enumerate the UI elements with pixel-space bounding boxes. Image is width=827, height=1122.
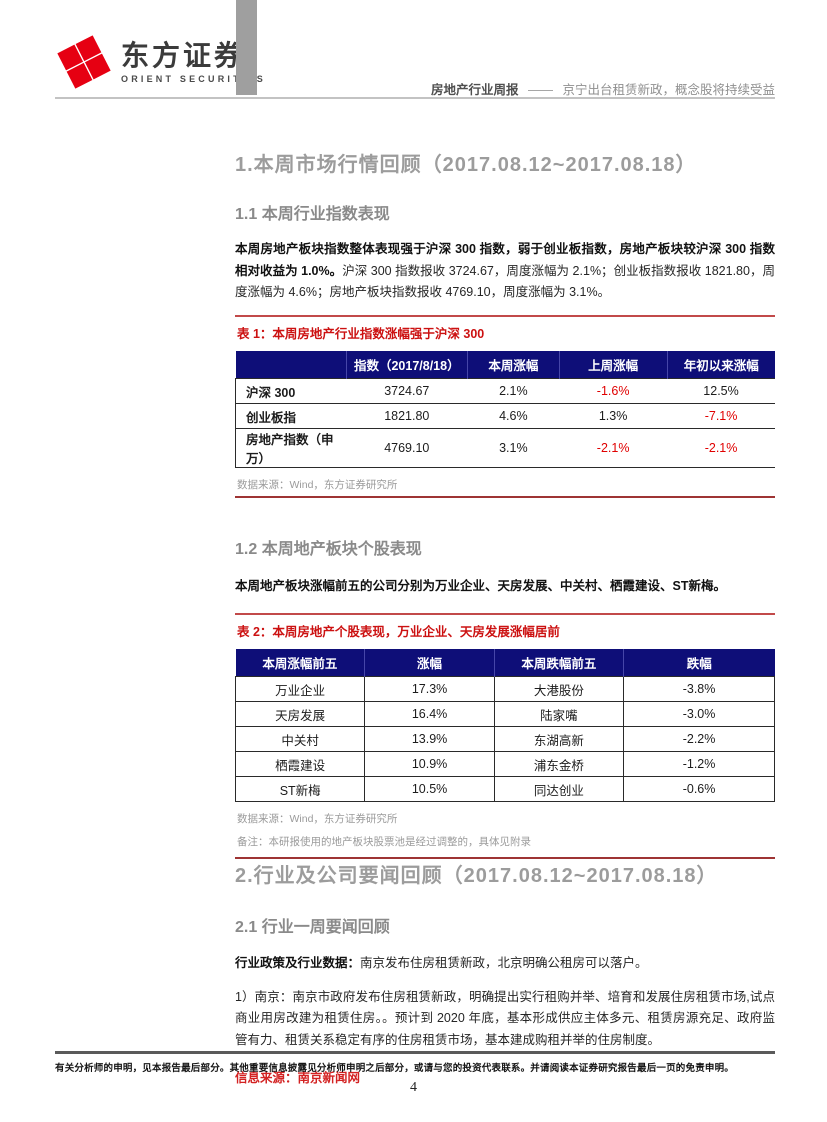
cell-value: 3724.67 — [384, 384, 430, 398]
header-divider — [55, 97, 775, 99]
table1-caption: 表 1：本周房地产行业指数涨幅强于沪深 300 — [237, 326, 485, 341]
table1-header-week: 本周涨幅 — [466, 350, 560, 379]
cell-value: 2.1% — [499, 384, 528, 398]
cell-value: 1821.80 — [384, 409, 430, 423]
orient-securities-pinwheel-icon — [57, 35, 111, 89]
stock-table: 本周涨幅前五 涨幅 本周跌幅前五 跌幅 万业企业 17.3% 大港股份 -3.8… — [234, 648, 775, 802]
table2-header-loss: 跌幅 — [623, 648, 775, 677]
row-label: 创业板指 — [235, 403, 347, 429]
cell-value: -2.1% — [704, 441, 738, 455]
paragraph-rest: 沪深 300 指数报收 3724.67，周度涨幅为 2.1%；创业板指数报收 1… — [235, 263, 775, 300]
gainer-value: 10.9% — [364, 751, 495, 777]
gainer-name: 栖霞建设 — [234, 751, 366, 777]
table1-source: 数据来源：Wind，东方证券研究所 — [237, 479, 398, 491]
paragraph-bold-lead: 本周房地产板块指数整体表现强于沪深 300 指数，弱于创业板指数，房地产板块较沪… — [235, 242, 775, 278]
gainer-value: 17.3% — [364, 676, 495, 702]
loser-value: -2.2% — [623, 726, 775, 752]
logo-text: 东方证券 ORIENT SECURITIES — [121, 39, 266, 84]
table-row: 沪深 300 3724.67 2.1% -1.6% 12.5% — [235, 378, 775, 404]
table-row: ST新梅 10.5% 同达创业 -0.6% — [234, 776, 775, 802]
section1-1-title: 1.1 本周行业指数表现 — [235, 206, 390, 223]
row-label: 沪深 300 — [235, 378, 347, 404]
cell-value: 3.1% — [499, 441, 528, 455]
table2-block: 表 2：本周房地产个股表现，万业企业、天房发展涨幅居前 本周涨幅前五 涨幅 本周… — [234, 612, 775, 859]
table1-header-index: 指数（2017/8/18） — [345, 350, 468, 379]
table-row: 万业企业 17.3% 大港股份 -3.8% — [234, 676, 775, 702]
table-row: 创业板指 1821.80 4.6% 1.3% -7.1% — [235, 403, 775, 429]
loser-name: 大港股份 — [493, 676, 625, 702]
index-table: 指数（2017/8/18） 本周涨幅 上周涨幅 年初以来涨幅 沪深 300 37… — [235, 350, 775, 469]
paragraph-bold: 本周地产板块涨幅前五的公司分别为万业企业、天房发展、中关村、栖霞建设、ST新梅。 — [235, 579, 726, 593]
cell-value: -1.6% — [596, 384, 630, 398]
policy-lead-bold: 行业政策及行业数据： — [235, 956, 361, 970]
table1-block: 表 1：本周房地产行业指数涨幅强于沪深 300 指数（2017/8/18） 本周… — [235, 314, 775, 498]
footer-disclaimer: 有关分析师的申明，见本报告最后部分。其他重要信息披露见分析师申明之后部分，或请与… — [55, 1063, 735, 1074]
cell-value: 1.3% — [598, 409, 628, 423]
report-header-meta: 房地产行业周报 —— 京宁出台租赁新政，概念股将持续受益 — [431, 79, 775, 98]
table1-header-ytd: 年初以来涨幅 — [666, 350, 775, 379]
report-type-label: 房地产行业周报 — [431, 83, 519, 97]
gainer-name: 中关村 — [234, 726, 366, 752]
table-row: 天房发展 16.4% 陆家嘴 -3.0% — [234, 701, 775, 727]
table2-header-topgainers: 本周涨幅前五 — [235, 648, 365, 677]
gainer-name: 万业企业 — [234, 676, 366, 702]
logo-name-cn: 东方证券 — [121, 39, 246, 71]
loser-name: 东湖高新 — [493, 726, 625, 752]
news-source: 信息来源：南京新闻网 — [235, 1071, 361, 1085]
report-body: 1.本周市场行情回顾（2017.08.12~2017.08.18） 1.1 本周… — [234, 0, 775, 1086]
row-label: 房地产指数（申万） — [235, 428, 347, 468]
gainer-value: 16.4% — [364, 701, 495, 727]
cell-value: -2.1% — [596, 441, 630, 455]
loser-name: 陆家嘴 — [493, 701, 625, 727]
table2-header-toplosers: 本周跌幅前五 — [493, 648, 624, 677]
table2-caption: 表 2：本周房地产个股表现，万业企业、天房发展涨幅居前 — [237, 624, 560, 639]
cell-value: 4769.10 — [384, 441, 430, 455]
table-row: 栖霞建设 10.9% 浦东金桥 -1.2% — [234, 751, 775, 777]
report-subtitle: 京宁出台租赁新政，概念股将持续受益 — [562, 83, 775, 97]
header-dash: —— — [528, 83, 553, 97]
cell-value: 4.6% — [499, 409, 528, 423]
table2-header-gain: 涨幅 — [364, 648, 495, 677]
section1-title: 1.本周市场行情回顾（2017.08.12~2017.08.18） — [235, 154, 697, 176]
loser-name: 同达创业 — [493, 776, 625, 802]
gainer-name: 天房发展 — [234, 701, 366, 727]
gainer-value: 13.9% — [364, 726, 495, 752]
policy-lead-paragraph: 行业政策及行业数据：南京发布住房租赁新政，北京明确公租房可以落户。 — [235, 953, 775, 975]
header-gray-bar — [236, 0, 257, 95]
loser-name: 浦东金桥 — [493, 751, 625, 777]
table-row: 中关村 13.9% 东湖高新 -2.2% — [234, 726, 775, 752]
logo-name-en: ORIENT SECURITIES — [121, 73, 266, 84]
section2-1-title: 2.1 行业一周要闻回顾 — [235, 919, 390, 936]
stock-performance-paragraph: 本周地产板块涨幅前五的公司分别为万业企业、天房发展、中关村、栖霞建设、ST新梅。 — [235, 576, 775, 598]
table2-header-row: 本周涨幅前五 涨幅 本周跌幅前五 跌幅 — [235, 648, 775, 677]
gainer-value: 10.5% — [364, 776, 495, 802]
cell-value: -7.1% — [704, 409, 738, 423]
index-performance-paragraph: 本周房地产板块指数整体表现强于沪深 300 指数，弱于创业板指数，房地产板块较沪… — [235, 239, 775, 304]
loser-value: -1.2% — [623, 751, 775, 777]
table1-header-lastweek: 上周涨幅 — [558, 350, 668, 379]
table-row: 房地产指数（申万） 4769.10 3.1% -2.1% -2.1% — [235, 428, 775, 468]
cell-value: 12.5% — [703, 384, 739, 398]
loser-value: -0.6% — [623, 776, 775, 802]
footer-divider — [55, 1051, 775, 1054]
section1-2-title: 1.2 本周地产板块个股表现 — [235, 541, 422, 558]
loser-value: -3.0% — [623, 701, 775, 727]
table1-header-row: 指数（2017/8/18） 本周涨幅 上周涨幅 年初以来涨幅 — [235, 350, 775, 379]
nanjing-news-paragraph: 1）南京：南京市政府发布住房租赁新政，明确提出实行租购并举、培育和发展住房租赁市… — [235, 989, 775, 1047]
gainer-name: ST新梅 — [234, 776, 366, 802]
page-number: 4 — [410, 1080, 417, 1095]
table2-note: 备注：本研报使用的地产板块股票池是经过调整的，具体见附录 — [237, 836, 531, 848]
table1-header-empty — [235, 350, 347, 379]
section2-title: 2.行业及公司要闻回顾（2017.08.12~2017.08.18） — [235, 865, 718, 887]
table2-source: 数据来源：Wind，东方证券研究所 — [237, 813, 398, 825]
company-logo: 东方证券 ORIENT SECURITIES — [55, 33, 266, 91]
loser-value: -3.8% — [623, 676, 775, 702]
policy-lead-rest: 南京发布住房租赁新政，北京明确公租房可以落户。 — [360, 956, 648, 970]
